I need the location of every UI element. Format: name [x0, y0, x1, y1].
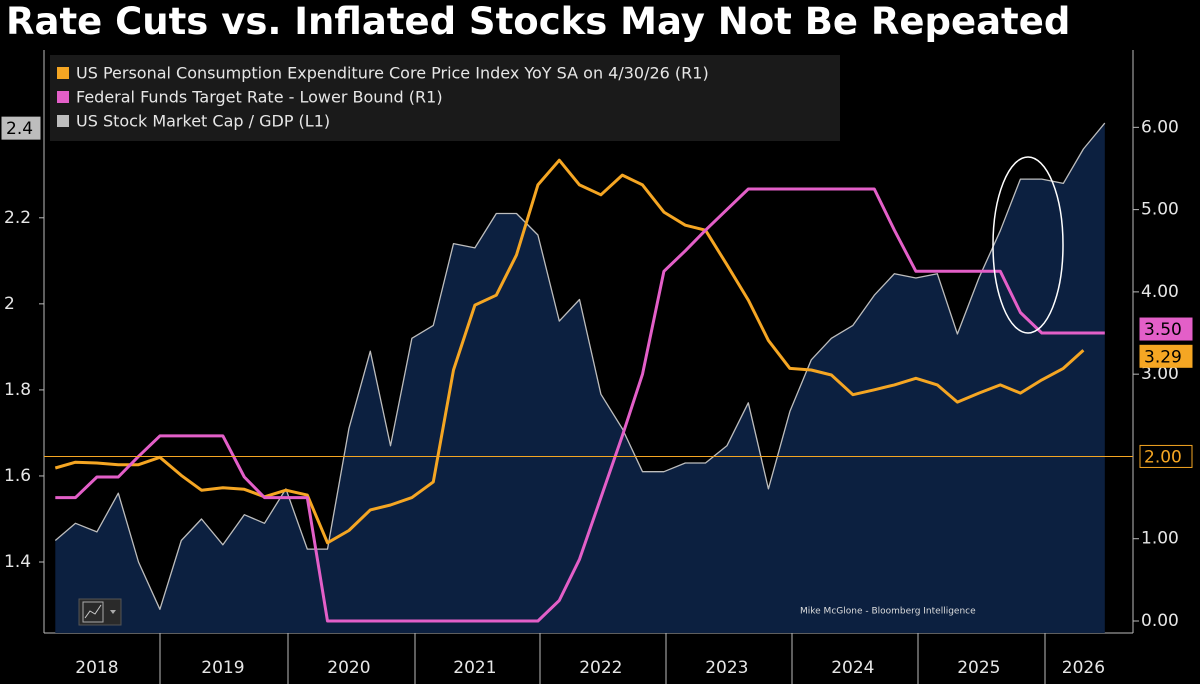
legend-swatch: [57, 67, 69, 79]
highlight-ellipse: [992, 156, 1064, 334]
value-badge-label: 2.00: [1144, 447, 1182, 467]
value-badge: [1, 116, 41, 140]
icon-box: [82, 601, 104, 623]
plot-area: 1.4 1.6 1.8 2 2.2 0.00 1.00 3.00 4.00 5.00 6.00 201…: [1, 50, 1193, 684]
value-badge: [1139, 344, 1193, 368]
x-tick-label: 2021: [453, 658, 496, 678]
icon-line: [84, 604, 102, 619]
x-tick-label: 2025: [957, 658, 1000, 678]
value-badge-label: 2.4: [6, 119, 33, 139]
y2-tick-label: 3.00: [1141, 364, 1179, 384]
y-tick-label: 2: [4, 294, 15, 314]
series-line: [54, 158, 1085, 545]
y-tick-label: 1.8: [4, 380, 31, 400]
x-tick-label: 2020: [327, 658, 370, 678]
y-tick-label: 2.2: [4, 208, 31, 228]
source-note: Mike McGlone - Bloomberg Intelligence: [800, 607, 976, 617]
chart-title: Rate Cuts vs. Inflated Stocks May Not Be…: [6, 0, 1070, 43]
y2-tick-label: 1.00: [1141, 529, 1179, 549]
legend: US Personal Consumption Expenditure Core…: [57, 64, 709, 131]
x-tick-label: 2018: [75, 658, 118, 678]
legend-label: US Stock Market Cap / GDP (L1): [76, 112, 330, 131]
legend-swatch: [57, 115, 69, 127]
icon-caret: [110, 610, 116, 614]
series-area: [55, 123, 1105, 633]
value-badge: [1139, 444, 1193, 468]
value-badge-label: 3.50: [1144, 320, 1182, 340]
series-line: [55, 187, 1105, 623]
y2-tick-label: 0.00: [1141, 611, 1179, 631]
legend-label: Federal Funds Target Rate - Lower Bound …: [76, 88, 443, 107]
legend-box: [50, 55, 840, 141]
x-tick-label: 2023: [705, 658, 748, 678]
y-tick-label: 1.4: [4, 552, 31, 572]
value-badge-label: 3.29: [1144, 347, 1182, 367]
legend-swatch: [57, 91, 69, 103]
y2-tick-label: 5.00: [1141, 200, 1179, 220]
icon-frame: [78, 598, 122, 626]
series-line: [54, 122, 1106, 610]
y-tick-label: 1.6: [4, 466, 31, 486]
x-tick-label: 2026: [1062, 658, 1105, 678]
value-badge: [1139, 317, 1193, 341]
legend-label: US Personal Consumption Expenditure Core…: [76, 64, 709, 83]
y2-tick-label: 6.00: [1141, 117, 1179, 137]
x-tick-label: 2022: [579, 658, 622, 678]
x-tick-label: 2019: [201, 658, 244, 678]
y2-tick-label: 4.00: [1141, 282, 1179, 302]
chart-icon: [78, 598, 122, 626]
x-tick-label: 2024: [831, 658, 874, 678]
